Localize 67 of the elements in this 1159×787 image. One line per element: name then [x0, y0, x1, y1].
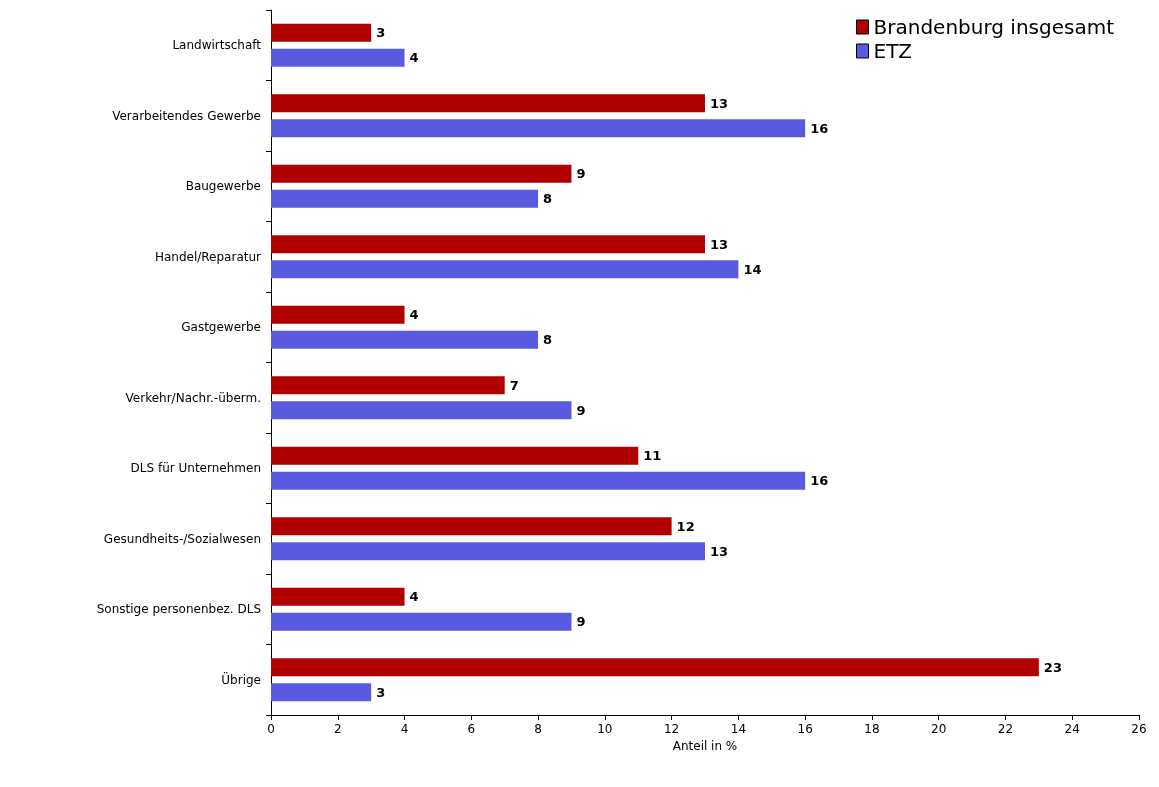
bar	[271, 612, 572, 631]
bar	[271, 23, 372, 42]
bar	[271, 683, 372, 702]
bar	[271, 235, 705, 254]
x-tick-label: 26	[1131, 722, 1147, 736]
data-label: 3	[376, 25, 386, 41]
x-tick-label: 2	[333, 722, 342, 736]
data-label: 4	[409, 307, 419, 323]
data-label: 23	[1043, 659, 1062, 675]
data-label: 11	[643, 448, 662, 464]
y-tick-label: Übrige	[221, 670, 261, 687]
data-label: 8	[543, 332, 553, 348]
y-tick-label: Handel/Reparatur	[154, 249, 262, 264]
data-label: 4	[409, 589, 419, 605]
y-tick-label: Sonstige personenbez. DLS	[96, 602, 261, 617]
bar	[271, 119, 806, 138]
y-tick-label: Verkehr/Nachr.-überm.	[125, 390, 261, 405]
data-label: 16	[810, 120, 829, 136]
data-label: 16	[810, 473, 829, 489]
data-label: 14	[743, 261, 762, 277]
data-label: 13	[710, 543, 729, 559]
x-tick-label: 10	[597, 722, 613, 736]
bar	[271, 401, 572, 420]
x-tick-label: 4	[400, 722, 409, 736]
x-tick-label: 20	[931, 722, 947, 736]
bar	[271, 658, 1039, 677]
data-label: 4	[409, 50, 419, 66]
x-tick-label: 14	[730, 722, 747, 736]
data-label: 8	[543, 191, 553, 207]
data-label: 9	[576, 402, 586, 418]
x-axis-title: Anteil in %	[672, 738, 738, 753]
data-label: 9	[576, 614, 586, 630]
bar	[271, 446, 639, 465]
bar	[271, 376, 505, 395]
bar	[271, 330, 539, 349]
legend-label: Brandenburg insgesamt	[873, 15, 1115, 39]
data-label: 7	[509, 377, 519, 393]
x-tick-label: 8	[534, 722, 542, 736]
data-label: 3	[376, 684, 386, 700]
y-tick-label: Gastgewerbe	[181, 320, 261, 335]
bar	[271, 587, 405, 606]
x-tick-label: 22	[997, 722, 1014, 736]
x-tick-label: 0	[267, 722, 275, 736]
bar	[271, 164, 572, 183]
data-label: 13	[710, 236, 729, 252]
bar	[271, 260, 739, 279]
y-tick-label: Gesundheits-/Sozialwesen	[103, 531, 261, 546]
bar	[271, 189, 539, 208]
y-tick-label: DLS für Unternehmen	[130, 461, 261, 476]
y-tick-label: Baugewerbe	[185, 179, 261, 194]
data-label: 13	[710, 95, 729, 111]
y-tick-label: Verarbeitendes Gewerbe	[112, 108, 261, 123]
bar	[271, 305, 405, 324]
x-tick-label: 24	[1064, 722, 1080, 736]
bar	[271, 542, 705, 561]
bar	[271, 48, 405, 67]
x-tick-label: 12	[663, 722, 680, 736]
x-tick-label: 18	[864, 722, 880, 736]
x-tick-label: 16	[797, 722, 813, 736]
data-label: 9	[576, 166, 586, 182]
y-tick-label: Landwirtschaft	[172, 38, 262, 53]
bar	[271, 517, 672, 536]
bar	[271, 471, 806, 490]
legend-label: ETZ	[873, 39, 913, 63]
data-label: 12	[676, 518, 695, 534]
bar	[271, 94, 705, 113]
x-tick-label: 6	[467, 722, 476, 736]
